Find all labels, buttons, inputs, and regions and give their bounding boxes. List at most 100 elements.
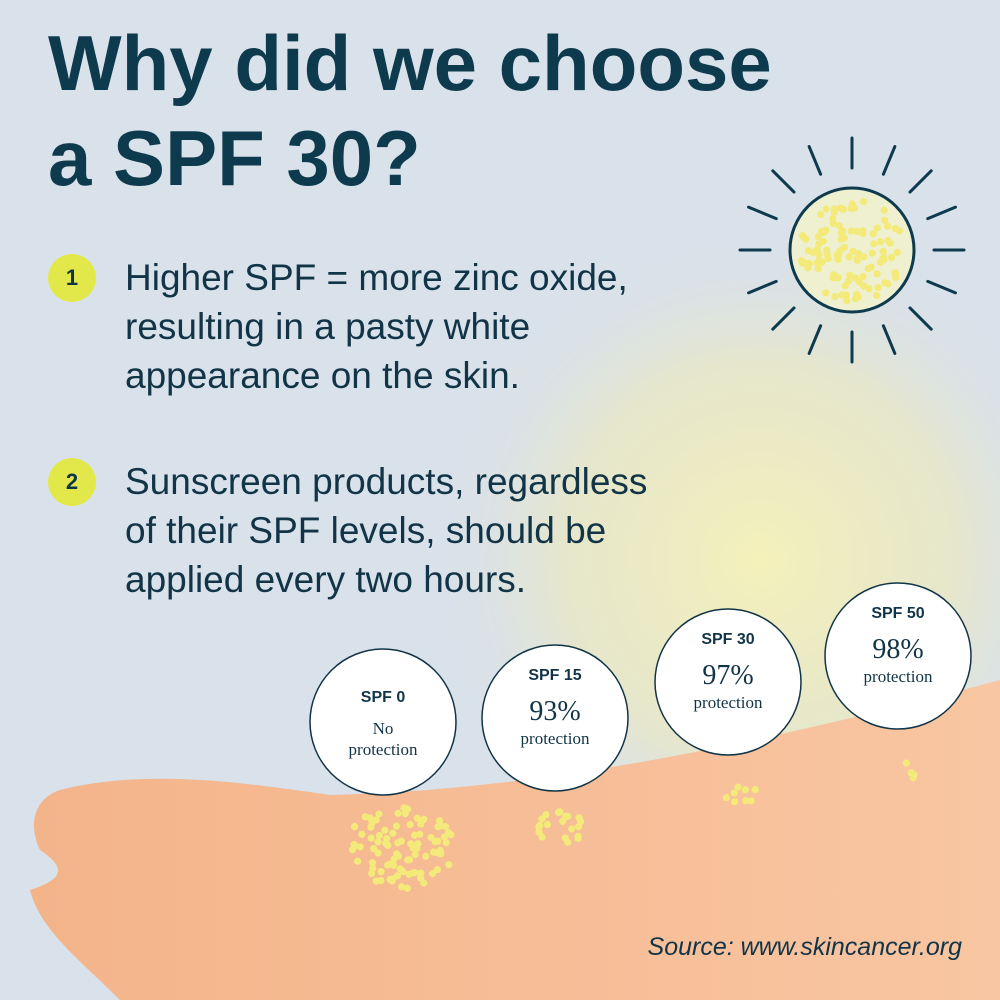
dot <box>420 815 428 823</box>
dot <box>428 870 437 878</box>
dot <box>838 227 847 235</box>
dot <box>860 282 868 290</box>
spf-badge <box>654 608 802 756</box>
dot <box>392 822 401 830</box>
protection-note: protection <box>349 740 418 759</box>
dot <box>367 823 375 831</box>
spf-label: SPF 30 <box>701 631 754 648</box>
dot <box>731 798 739 806</box>
dot <box>848 200 856 208</box>
dot <box>372 816 380 824</box>
dot <box>817 210 825 219</box>
dot <box>350 842 359 850</box>
zinc-dots <box>348 759 918 892</box>
dot <box>730 789 738 797</box>
protection-value: 97% <box>702 660 753 691</box>
dot <box>411 850 419 859</box>
point-text: of their SPF levels, should be <box>125 510 606 551</box>
title: a SPF 30? <box>48 114 421 202</box>
dot <box>873 291 881 299</box>
dot <box>804 247 813 255</box>
dot <box>835 251 843 259</box>
dot <box>368 859 377 867</box>
number-badge <box>48 254 96 302</box>
dot <box>374 849 382 857</box>
dot <box>869 230 877 238</box>
dot <box>390 861 398 869</box>
dot <box>851 274 860 282</box>
dot <box>447 831 455 839</box>
sun-ray <box>908 306 933 331</box>
spf-label: SPF 50 <box>871 605 924 622</box>
dot <box>805 259 813 268</box>
protection-note: protection <box>694 693 763 712</box>
dot <box>884 280 892 288</box>
dot <box>831 292 839 301</box>
dot <box>845 253 853 261</box>
dot <box>434 837 442 845</box>
dot <box>893 248 901 256</box>
dot <box>417 874 425 882</box>
protection-note: No <box>373 719 394 738</box>
dot <box>902 759 911 767</box>
dot <box>422 852 430 860</box>
sun-ray <box>908 169 933 194</box>
dot <box>880 206 888 214</box>
dot <box>854 250 863 258</box>
dot <box>435 817 444 825</box>
dot <box>859 272 867 281</box>
dot <box>535 823 543 831</box>
dot <box>837 235 845 243</box>
dot <box>367 834 375 842</box>
dot <box>797 257 805 265</box>
dot <box>396 865 404 873</box>
dot <box>910 771 918 779</box>
dot <box>374 838 382 846</box>
dot <box>559 817 567 825</box>
dot <box>849 247 857 255</box>
dot <box>864 264 872 273</box>
dot <box>356 843 364 851</box>
dot <box>874 283 882 292</box>
dot <box>847 227 855 235</box>
dot <box>577 818 585 826</box>
dot <box>404 805 412 813</box>
sun-ray <box>807 324 823 355</box>
dot <box>822 205 830 213</box>
dot <box>372 877 380 885</box>
sun-ray <box>926 279 957 295</box>
dot <box>350 823 359 831</box>
dot <box>394 809 402 817</box>
dot <box>846 271 854 279</box>
dot <box>556 808 564 816</box>
dot <box>437 850 445 858</box>
point-number: 2 <box>66 469 78 494</box>
source: Source: www.skincancer.org <box>648 933 963 961</box>
dot <box>358 830 366 838</box>
sun-ray <box>881 145 897 176</box>
dot <box>397 837 405 845</box>
dot <box>868 249 876 257</box>
dot <box>747 797 755 805</box>
dot <box>382 839 390 847</box>
point-number: 1 <box>66 265 78 290</box>
dot <box>370 845 378 853</box>
dot <box>389 829 397 837</box>
dot <box>822 289 830 297</box>
dot <box>393 872 402 880</box>
dot <box>884 237 892 245</box>
dot <box>409 844 417 852</box>
dot <box>406 820 414 829</box>
point-text: applied every two hours. <box>125 559 526 600</box>
dot <box>416 830 424 838</box>
dot <box>881 216 889 224</box>
dot <box>564 812 572 820</box>
dot <box>377 868 385 876</box>
dot <box>884 222 892 230</box>
dot <box>815 240 823 248</box>
dot <box>876 238 885 246</box>
dot <box>535 828 543 836</box>
number-badge <box>48 458 96 506</box>
dot <box>368 869 376 878</box>
